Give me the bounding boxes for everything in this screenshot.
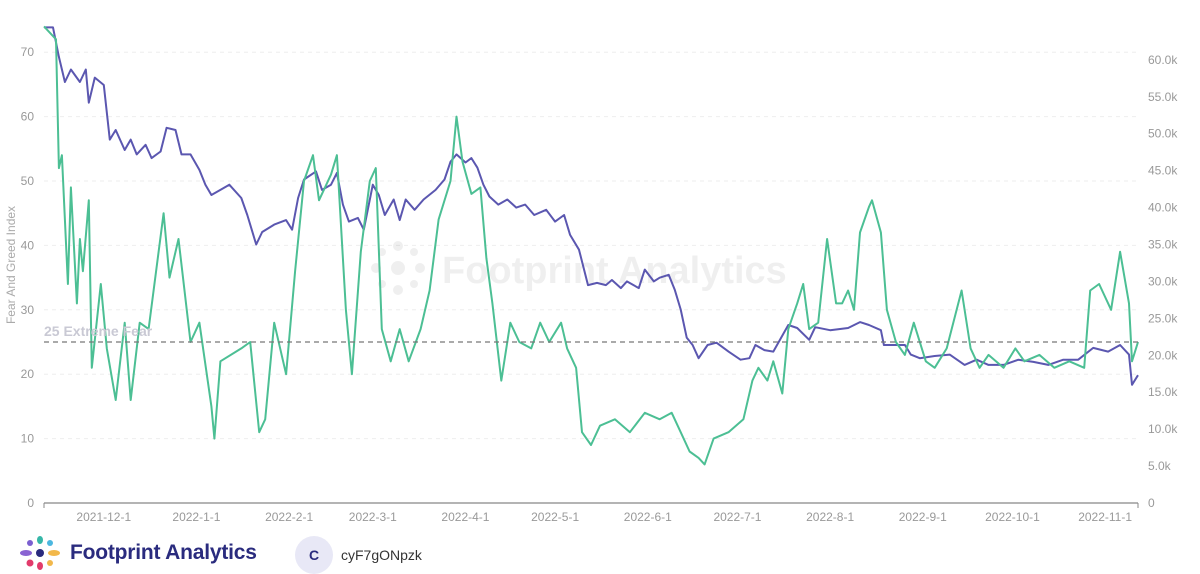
y-tick-label: 60	[21, 110, 35, 124]
watermark: Footprint Analytics	[371, 241, 787, 295]
x-tick-label: 2022-11-1	[1078, 510, 1132, 524]
x-tick-label: 2022-6-1	[624, 510, 672, 524]
x-tick-label: 2022-10-1	[985, 510, 1040, 524]
x-tick-label: 2021-12-1	[76, 510, 131, 524]
y2-tick-label: 10.0k	[1148, 422, 1178, 436]
y2-tick-label: 20.0k	[1148, 348, 1178, 362]
y-axis-label: Fear And Greed Index	[4, 206, 18, 324]
x-tick-label: 2022-7-1	[713, 510, 761, 524]
y-tick-label: 40	[21, 238, 35, 252]
brand-name: Footprint Analytics	[70, 541, 257, 564]
y2-tick-label: 0	[1148, 496, 1155, 510]
fear-greed-vs-btc-chart: Footprint Analytics 0 10 20 30 40 50 60 70 0 5.0k…	[4, 25, 1178, 524]
y2-tick-label: 60.0k	[1148, 53, 1178, 67]
x-tick-label: 2022-9-1	[899, 510, 947, 524]
x-tick-label: 2022-4-1	[441, 510, 489, 524]
x-tick-label: 2022-3-1	[349, 510, 397, 524]
y2-tick-label: 35.0k	[1148, 238, 1178, 252]
username[interactable]: cyF7gONpzk	[341, 547, 422, 563]
reference-line: 25 Extreme Fear	[44, 323, 1138, 343]
x-tick-label: 2022-1-1	[172, 510, 220, 524]
x-tick-label: 2022-2-1	[265, 510, 313, 524]
axes: 0 10 20 30 40 50 60 70 0 5.0k 10.0k 15.0k 20.0k 25.0k…	[4, 45, 1178, 524]
extreme-fear-label: 25 Extreme Fear	[44, 323, 153, 339]
avatar[interactable]: C	[295, 536, 333, 574]
y2-tick-label: 25.0k	[1148, 311, 1178, 325]
footprint-logo-icon	[20, 536, 60, 570]
y-tick-label: 70	[21, 45, 35, 59]
author[interactable]: C cyF7gONpzk	[295, 536, 422, 574]
y-tick-label: 30	[21, 303, 35, 317]
y-tick-label: 20	[21, 367, 35, 381]
y2-tick-label: 30.0k	[1148, 274, 1178, 288]
series-line-btc-price	[44, 26, 1139, 386]
y2-tick-label: 15.0k	[1148, 385, 1178, 399]
x-tick-label: 2022-5-1	[531, 510, 579, 524]
x-tick-label: 2022-8-1	[806, 510, 854, 524]
y-tick-label: 50	[21, 174, 35, 188]
y2-tick-label: 5.0k	[1148, 459, 1172, 473]
y-tick-label: 0	[27, 496, 34, 510]
y2-tick-label: 50.0k	[1148, 127, 1178, 141]
watermark-text: Footprint Analytics	[442, 250, 787, 292]
footer-brand: Footprint Analytics	[18, 536, 257, 570]
y-tick-label: 10	[21, 432, 35, 446]
y2-tick-label: 45.0k	[1148, 164, 1178, 178]
y2-tick-label: 55.0k	[1148, 90, 1178, 104]
footprint-logo-watermark-icon	[371, 241, 425, 295]
y2-tick-label: 40.0k	[1148, 201, 1178, 215]
gridlines	[44, 51, 1138, 440]
